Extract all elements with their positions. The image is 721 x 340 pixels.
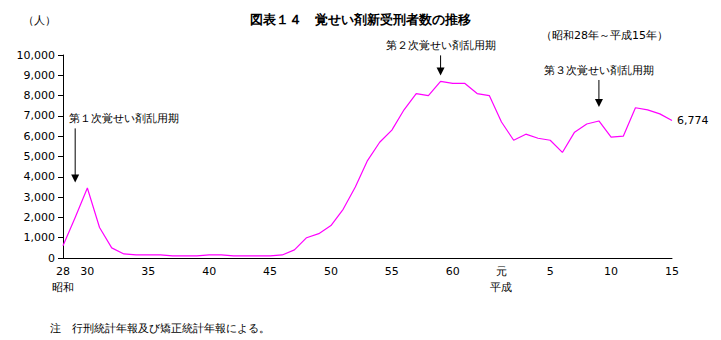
svg-text:6,774: 6,774 [677,114,709,127]
svg-text:昭和: 昭和 [52,281,74,294]
svg-text:55: 55 [385,265,399,278]
svg-text:60: 60 [446,265,460,278]
svg-text:28: 28 [56,265,70,278]
svg-text:7,000: 7,000 [24,109,56,122]
svg-text:6,000: 6,000 [24,130,56,143]
svg-text:第１次覚せい剤乱用期: 第１次覚せい剤乱用期 [69,112,179,125]
svg-text:2,000: 2,000 [24,211,56,224]
svg-text:注 行刑統計年報及び矯正統計年報による。: 注 行刑統計年報及び矯正統計年報による。 [50,322,270,335]
svg-text:8,000: 8,000 [24,89,56,102]
svg-text:3,000: 3,000 [24,191,56,204]
svg-text:第２次覚せい剤乱用期: 第２次覚せい剤乱用期 [386,39,496,52]
svg-text:45: 45 [263,265,277,278]
svg-text:1,000: 1,000 [24,231,56,244]
svg-text:5: 5 [547,265,554,278]
svg-text:図表１４ 覚せい剤新受刑者数の推移: 図表１４ 覚せい剤新受刑者数の推移 [250,12,471,27]
svg-text:15: 15 [665,265,679,278]
svg-text:4,000: 4,000 [24,170,56,183]
svg-text:10,000: 10,000 [17,49,56,62]
svg-text:第３次覚せい剤乱用期: 第３次覚せい剤乱用期 [544,64,654,77]
svg-text:9,000: 9,000 [24,69,56,82]
svg-text:（昭和28年～平成15年）: （昭和28年～平成15年） [541,29,668,42]
svg-text:10: 10 [604,265,618,278]
svg-text:40: 40 [202,265,216,278]
svg-text:元: 元 [496,265,507,278]
svg-text:（人）: （人） [23,14,56,27]
svg-text:35: 35 [141,265,155,278]
svg-text:平成: 平成 [490,281,512,294]
svg-text:5,000: 5,000 [24,150,56,163]
svg-text:30: 30 [80,265,94,278]
svg-text:50: 50 [324,265,338,278]
svg-text:0: 0 [48,252,55,265]
